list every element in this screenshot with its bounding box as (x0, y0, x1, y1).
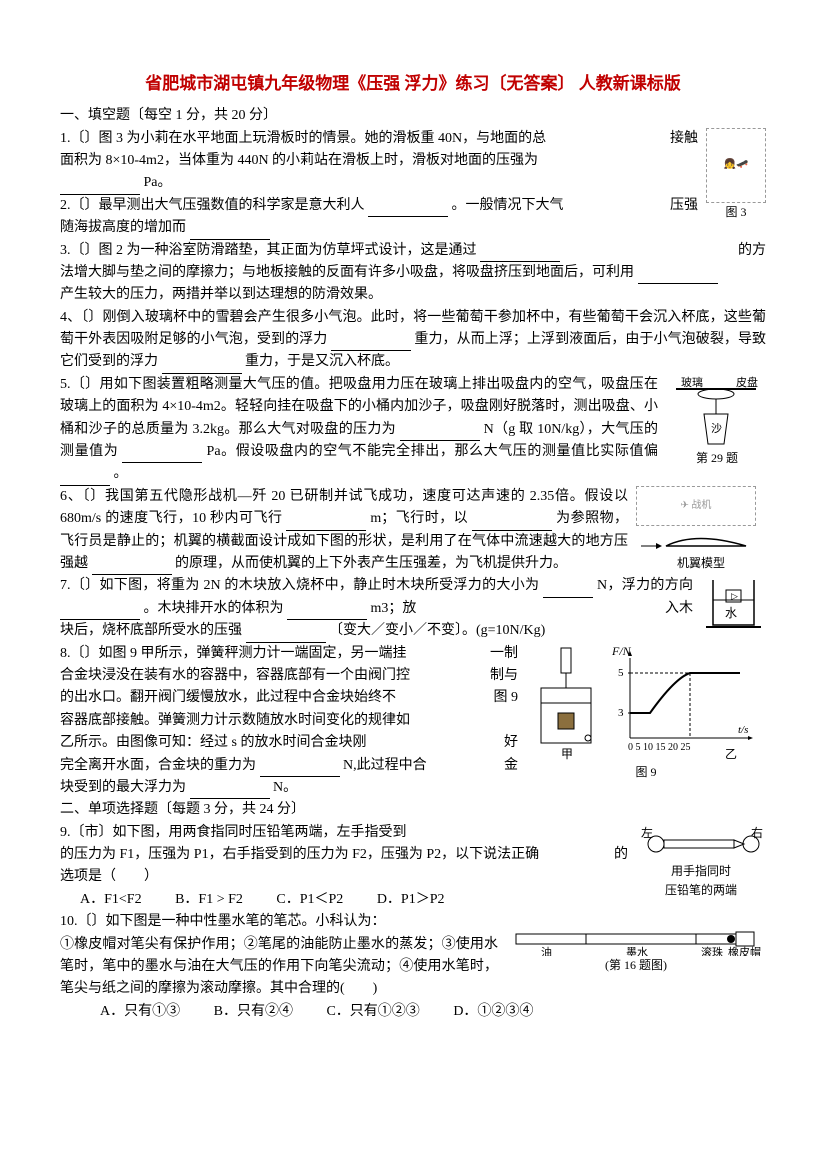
q10-opt-b: B．只有②④ (214, 1004, 293, 1019)
question-6: 6、〔〕我国第五代隐形战机—歼 20 已研制并试飞成功，速度可达声速的 2.35… (60, 486, 766, 576)
q8-blank-2 (260, 761, 340, 777)
q7-text-e: 块后，烧杯底部所受水的压强 (60, 623, 242, 638)
section-1-header: 一、填空题〔每空 1 分，共 20 分〕 (60, 105, 766, 127)
q3-text-c: 产生较大的压力，两措并举以到达理想的防滑效果。 (60, 287, 382, 302)
question-3: 3.〔〕图 2 为一种浴室防滑踏垫，其正面为仿草坪式设计，这是通过 的方 法增大… (60, 240, 766, 307)
q7-blank-3 (287, 604, 367, 620)
q8-text-f: 完全离开水面，合金块的重力为 (60, 758, 256, 773)
q8-text-e2: 好 (504, 732, 518, 754)
q4-text-c: 重力，于是又沉入杯底。 (245, 354, 399, 369)
q9-text-a: 9.〔市〕如下图，用两食指同时压铅笔两端，左手指受到 (60, 825, 407, 840)
q7-text-b: N，浮力的方向 (597, 578, 693, 593)
q6-blank-3 (92, 559, 172, 575)
q7-text-d2: 入木 (665, 598, 693, 620)
question-4: 4、〔〕刚倒入玻璃杯中的雪碧会产生很多小气泡。此时，将一些葡萄干参加杯中，有些葡… (60, 307, 766, 374)
q7-text-d: m3；放 (371, 601, 417, 616)
q9-opt-c: C．P1＜P2 (276, 892, 343, 907)
q1-blank-1 (60, 179, 140, 195)
q2-text-a: 2.〔〕最早测出大气压强数值的科学家是意大利人 (60, 198, 365, 213)
q3-text-b: 法增大脚与垫之间的摩擦力；与地板接触的反面有许多小吸盘，将吸盘挤压到地面后，可利… (60, 265, 634, 280)
q7-text-c: 。木块排开水的体积为 (144, 601, 284, 616)
q2-blank-1 (368, 201, 448, 217)
q3-blank-1 (480, 246, 560, 262)
q5-text-c: Pa。假设吸盘内的空气不能完全排出，那么大气压的测量值比实际值偏 (207, 444, 659, 459)
q8-text-c2: 图 9 (494, 687, 519, 709)
q6-blank-2 (472, 515, 552, 531)
q4-blank-1 (331, 335, 411, 351)
q4-blank-2 (162, 358, 242, 374)
q1-text-c: Pa。 (144, 175, 172, 190)
q5-blank-1 (400, 425, 480, 441)
q6-blank-1 (286, 515, 366, 531)
q6-text-b: m；飞行时，以 (370, 511, 468, 526)
q8-text-c: 的出水口。翻开阀门缓慢放水，此过程中合金块始终不 (60, 690, 396, 705)
question-5: 5.〔〕用如下图装置粗略测量大气压的值。把吸盘用力压在玻璃上排出吸盘内的空气，吸… (60, 374, 766, 486)
q8-text-g: N,此过程中合 (343, 758, 427, 773)
q8-text-a: 8.〔〕如图 9 甲所示，弹簧秤测力计一端固定，另一端挂 (60, 646, 407, 661)
q8-blank-3 (190, 783, 270, 799)
q1-text-a2: 接触 (670, 128, 698, 150)
q3-blank-2 (638, 268, 718, 284)
q2-text-b: 。一般情况下大气 (452, 198, 564, 213)
q2-text-b2: 压强 (670, 195, 698, 217)
q9-opt-b: B．F1 > F2 (175, 892, 243, 907)
q5-text-d: 。 (114, 466, 128, 481)
q5-blank-3 (60, 470, 110, 486)
question-7: 7.〔〕如下图，将重为 2N 的木块放入烧杯中，静止时木块所受浮力的大小为 N，… (60, 575, 766, 642)
q5-blank-2 (122, 447, 202, 463)
q8-text-i: N。 (273, 780, 297, 795)
q7-blank-2 (60, 604, 140, 620)
q8-text-b2: 制与 (490, 665, 518, 687)
q8-text-d: 容器底部接触。弹簧测力计示数随放水时间变化的规律如 (60, 713, 410, 728)
q9-text-c: 选项是（ ） (60, 869, 158, 884)
q8-text-h: 块受到的最大浮力为 (60, 780, 186, 795)
question-8: 8.〔〕如图 9 甲所示，弹簧秤测力计一端固定，另一端挂 一制 合金块浸没在装有… (60, 643, 766, 800)
q9-opt-a: A．F1<F2 (80, 892, 142, 907)
page-title: 省肥城市湖屯镇九年级物理《压强 浮力》练习〔无答案〕 人教新课标版 (60, 70, 766, 97)
q8-text-b: 合金块浸没在装有水的容器中，容器底部有一个由阀门控 (60, 668, 410, 683)
section-2-header: 二、单项选择题〔每题 3 分，共 24 分〕 (60, 799, 766, 821)
question-10: 10.〔〕如下图是一种中性墨水笔的笔芯。小科认为： ①橡皮帽对笔尖有保护作用；②… (60, 911, 766, 1001)
q10-text-b: ①橡皮帽对笔尖有保护作用；②笔尾的油能防止墨水的蒸发；③使用水笔时，笔中的墨水与… (60, 937, 498, 997)
q3-text-a: 3.〔〕图 2 为一种浴室防滑踏垫，其正面为仿草坪式设计，这是通过 (60, 243, 477, 258)
q2-blank-2 (190, 224, 270, 240)
q3-text-a2: 的方 (738, 240, 766, 262)
q9-opt-d: D．P1＞P2 (377, 892, 445, 907)
q10-opt-d: D．①②③④ (453, 1004, 533, 1019)
question-1: 1.〔〕图 3 为小莉在水平地面上玩滑板时的情景。她的滑板重 40N，与地面的总… (60, 128, 766, 195)
q1-text-b: 面积为 8×10-4m2，当体重为 440N 的小莉站在滑板上时，滑板对地面的压… (60, 153, 538, 168)
q8-text-a2: 一制 (490, 643, 518, 665)
q8-text-g2: 金 (504, 755, 518, 777)
q1-text-a: 1.〔〕图 3 为小莉在水平地面上玩滑板时的情景。她的滑板重 40N，与地面的总 (60, 131, 546, 146)
q10-opt-c: C．只有①②③ (326, 1004, 419, 1019)
q10-options: A．只有①③ B．只有②④ C．只有①②③ D．①②③④ (60, 1001, 766, 1023)
q7-text-f: 〔变大／变小／不变〕。(g=10N/Kg) (329, 623, 545, 638)
q9-text-b: 的压力为 F1，压强为 P1，右手指受到的压力为 F2，压强为 P2，以下说法正… (60, 847, 539, 862)
q7-blank-4 (246, 627, 326, 643)
q6-text-d: 的原理，从而使机翼的上下外表产生压强差，为飞机提供升力。 (175, 556, 567, 571)
q8-text-e: 乙所示。由图像可知：经过 s 的放水时间合金块刚 (60, 735, 366, 750)
q7-blank-1 (543, 582, 593, 598)
q10-text-a: 10.〔〕如下图是一种中性墨水笔的笔芯。小科认为： (60, 914, 386, 929)
q2-text-c: 随海拔高度的增加而 (60, 220, 186, 235)
question-9: 9.〔市〕如下图，用两食指同时压铅笔两端，左手指受到 的压力为 F1，压强为 P… (60, 822, 766, 889)
q7-text-a: 7.〔〕如下图，将重为 2N 的木块放入烧杯中，静止时木块所受浮力的大小为 (60, 578, 539, 593)
question-2: 2.〔〕最早测出大气压强数值的科学家是意大利人 。一般情况下大气 压强 随海拔高… (60, 195, 766, 240)
q10-opt-a: A．只有①③ (100, 1004, 180, 1019)
q9-text-b2: 的 (614, 844, 628, 866)
